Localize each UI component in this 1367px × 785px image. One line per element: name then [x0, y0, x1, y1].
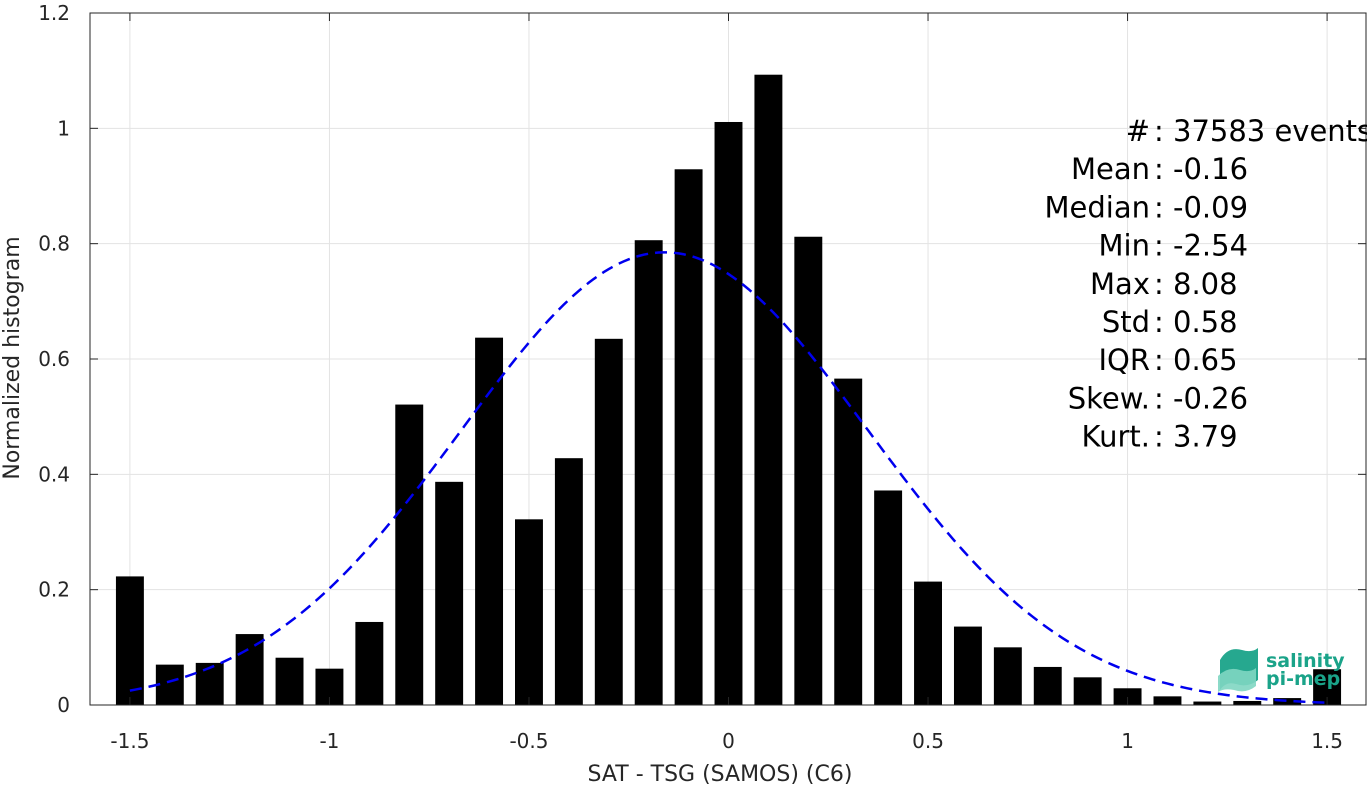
x-tick-label-1: -1: [319, 729, 339, 753]
stat-label-1: Mean: [1071, 152, 1150, 186]
histogram-bar-27: [1193, 701, 1222, 705]
stat-label-7: Skew.: [1068, 381, 1150, 415]
y-tick-label-3: 0.6: [38, 347, 70, 371]
histogram-bar-28: [1233, 700, 1262, 705]
histogram-bar-10: [515, 519, 543, 705]
salinity-pimep-logo: salinity pi-mep: [1218, 648, 1345, 692]
axes-frame: [89, 12, 1367, 706]
histogram-bar-20: [914, 581, 942, 705]
y-tick-label-1: 0.2: [38, 578, 70, 602]
x-tick-labels: -1.5 -1 -0.5 0 0.5 1 1.5: [110, 729, 1343, 753]
x-tick-label-0: -1.5: [110, 729, 149, 753]
histogram-bar-17: [794, 236, 823, 705]
y-tick-label-6: 1.2: [38, 1, 70, 25]
histogram-bar-22: [993, 647, 1022, 705]
y-tick-label-0: 0: [57, 693, 70, 717]
histogram-bar-23: [1033, 666, 1062, 705]
x-axis-label: SAT - TSG (SAMOS) (C6): [588, 762, 853, 785]
histogram-bar-29: [1273, 698, 1302, 705]
histogram-bar-19: [874, 490, 903, 705]
histogram-bar-1: [155, 664, 184, 705]
x-tick-label-6: 1.5: [1311, 729, 1343, 753]
stat-value-2: : -0.09: [1154, 190, 1248, 224]
histogram-bar-21: [953, 626, 982, 705]
x-tick-label-4: 0.5: [912, 729, 944, 753]
stat-label-8: Kurt.: [1082, 420, 1150, 454]
stat-value-6: : 0.65: [1154, 343, 1238, 377]
histogram-bar-12: [594, 338, 623, 705]
stat-value-4: : 8.08: [1154, 267, 1238, 301]
stat-label-2: Median: [1045, 190, 1150, 224]
histogram-bar-9: [475, 337, 504, 705]
stat-value-5: : 0.58: [1154, 305, 1238, 339]
histogram-bar-2: [195, 662, 224, 705]
histogram-bar-3: [235, 634, 264, 705]
stat-value-8: : 3.79: [1154, 420, 1238, 454]
histogram-bar-13: [634, 240, 663, 705]
stat-value-1: : -0.16: [1154, 152, 1248, 186]
histogram-bar-11: [554, 458, 583, 705]
histogram-bars: [115, 74, 1342, 706]
stat-value-7: : -0.26: [1154, 381, 1248, 415]
histogram-bar-8: [435, 481, 464, 705]
normal-fit-curve: [129, 251, 1328, 704]
histogram-bar-6: [355, 621, 384, 705]
stat-label-3: Min: [1099, 229, 1150, 263]
logo-text-pimep: pi-mep: [1266, 668, 1340, 690]
histogram-bar-14: [674, 169, 703, 705]
stat-label-5: Std: [1102, 305, 1150, 339]
logo-wave-icon: [1218, 648, 1258, 692]
y-axis-label: Normalized histogram: [0, 236, 25, 479]
y-tick-labels: 0 0.2 0.4 0.6 0.8 1 1.2: [38, 1, 70, 717]
histogram-bar-25: [1113, 688, 1142, 705]
histogram-bar-0: [115, 576, 144, 705]
histogram-bar-24: [1073, 677, 1102, 705]
stat-label-0: #: [1126, 114, 1150, 148]
y-tick-label-2: 0.4: [38, 462, 70, 486]
histogram-bar-18: [834, 378, 863, 705]
histogram-bar-4: [275, 657, 304, 705]
x-tick-label-2: -0.5: [509, 729, 548, 753]
y-tick-label-4: 0.8: [38, 232, 70, 256]
y-tick-label-5: 1: [57, 116, 70, 140]
histogram-bar-7: [395, 404, 424, 705]
stat-value-0: : 37583 events: [1154, 114, 1367, 148]
histogram-bar-26: [1153, 696, 1182, 705]
histogram-bar-16: [754, 74, 783, 706]
stat-label-4: Max: [1090, 267, 1150, 301]
stat-label-6: IQR: [1098, 343, 1150, 377]
x-tick-label-3: 0: [722, 729, 735, 753]
stat-value-3: : -2.54: [1154, 229, 1248, 263]
logo-text-salinity: salinity: [1266, 650, 1345, 672]
x-tick-label-5: 1: [1121, 729, 1134, 753]
histogram-bar-15: [714, 121, 743, 706]
